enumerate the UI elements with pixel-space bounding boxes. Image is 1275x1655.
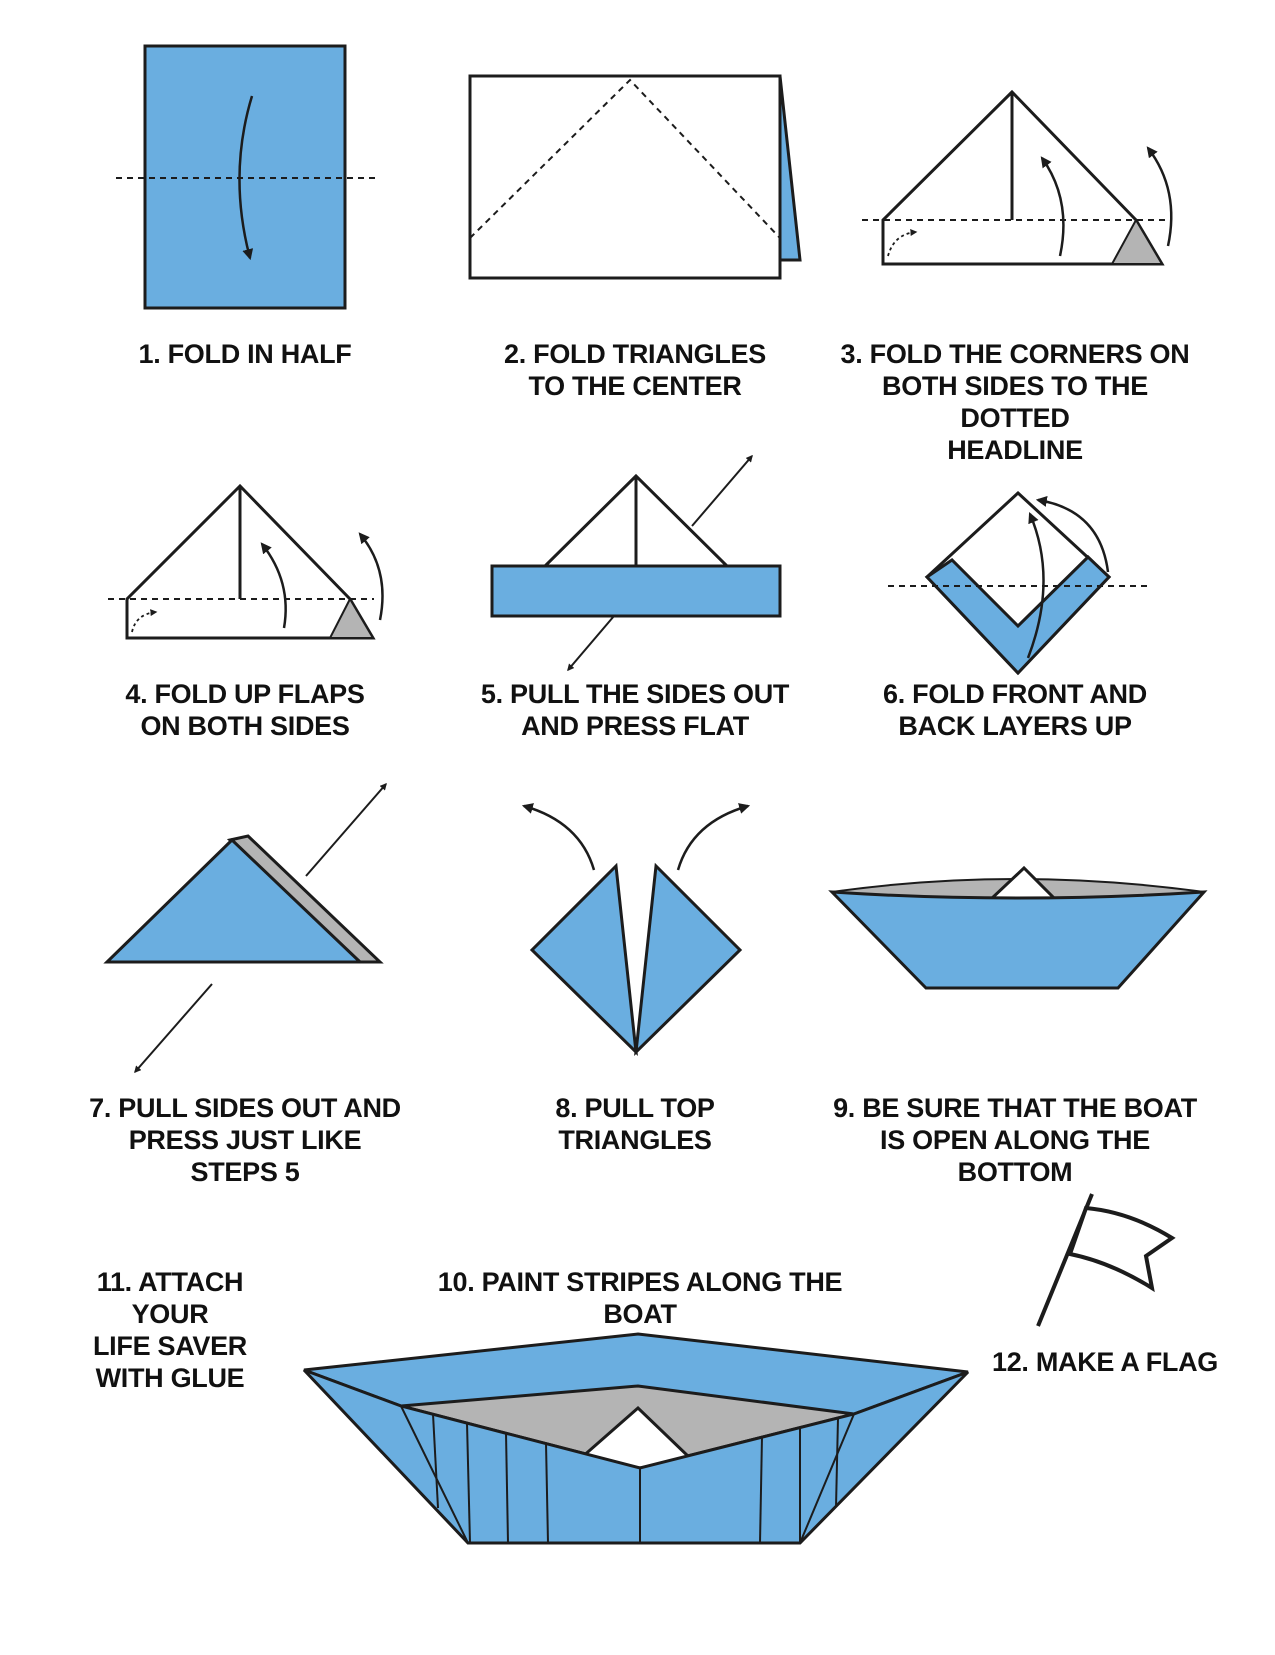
step-3-illustration (862, 89, 1173, 266)
fold-back-arrow (358, 532, 384, 621)
step-8-illustration (521, 803, 751, 1057)
blue-paper-sheet (143, 44, 347, 310)
step-5-caption: 5. PULL THE SIDES OUT AND PRESS FLAT (480, 679, 790, 741)
step-5-illustration (490, 454, 782, 672)
flag-cloth (1067, 1205, 1176, 1293)
step-1-caption: 1. FOLD IN HALF (138, 339, 352, 369)
step-6-illustration (888, 490, 1150, 676)
blue-triangle (103, 837, 364, 964)
pull-left-arrow (521, 803, 596, 871)
corner-fold-arrow (887, 229, 918, 257)
hat-shape (881, 89, 1165, 266)
blue-brim (490, 564, 782, 618)
step-12-caption: 12. MAKE A FLAG (991, 1347, 1218, 1377)
step-2-caption: 2. FOLD TRIANGLES TO THE CENTER (504, 339, 766, 401)
triangle-fold-guides (469, 78, 781, 239)
step-8-caption: 8. PULL TOP TRIANGLES (555, 1093, 715, 1155)
step-4-caption: 4. FOLD UP FLAPS ON BOTH SIDES (125, 679, 365, 741)
fold-up-arrow (1026, 511, 1045, 659)
step-4-illustration (108, 483, 384, 640)
step-12-illustration (1036, 1193, 1176, 1327)
corner-fold-arrow (131, 609, 158, 633)
step-9-caption: 9. BE SURE THAT THE BOAT IS OPEN ALONG T… (833, 1093, 1197, 1187)
folded-paper (468, 74, 782, 280)
fold-down-arrow (238, 95, 254, 261)
step-6-caption: 6. FOLD FRONT AND BACK LAYERS UP (883, 679, 1147, 741)
pull-out-arrow-left (134, 983, 213, 1074)
step-9-illustration (828, 865, 1208, 990)
fold-up-arrow (260, 542, 287, 629)
pull-right-arrow (676, 803, 751, 871)
step-7-caption: 7. PULL SIDES OUT AND PRESS JUST LIKE ST… (89, 1093, 401, 1187)
fold-up-arrow (1040, 156, 1065, 257)
fold-back-arrow (1035, 495, 1110, 573)
step-11-caption: 11. ATTACH YOUR LIFE SAVER WITH GLUE (92, 1267, 248, 1393)
corner-flap (1110, 217, 1164, 265)
right-blue-flap (634, 862, 743, 1057)
left-blue-flap (529, 862, 638, 1057)
boat-hull-striped (302, 1368, 970, 1545)
blue-v-band (924, 554, 1112, 676)
pull-out-arrow-right (305, 782, 387, 877)
back-layer-edge (778, 75, 802, 262)
pull-out-arrow-left (567, 615, 615, 672)
fold-back-arrow (1146, 146, 1173, 247)
step-10-illustration (302, 1332, 970, 1545)
step-10-caption: 10. PAINT STRIPES ALONG THE BOAT (437, 1267, 843, 1329)
step-1-illustration (116, 44, 378, 310)
hat-shape (125, 483, 376, 640)
step-3-caption: 3. FOLD THE CORNERS ON BOTH SIDES TO THE… (840, 339, 1190, 465)
flap-corner (328, 596, 375, 639)
step-7-illustration (103, 782, 387, 1074)
boat-hull (828, 890, 1208, 990)
painted-stripes (400, 1405, 855, 1544)
step-2-illustration (468, 74, 802, 280)
pull-out-arrow-right (691, 454, 753, 527)
